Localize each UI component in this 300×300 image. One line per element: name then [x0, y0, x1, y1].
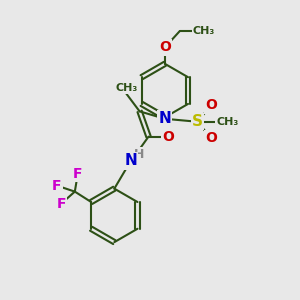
Text: N: N — [158, 111, 171, 126]
Text: N: N — [124, 154, 137, 169]
Text: O: O — [205, 98, 217, 112]
Text: CH₃: CH₃ — [115, 83, 137, 93]
Text: H: H — [134, 148, 144, 161]
Text: F: F — [57, 196, 66, 211]
Text: CH₃: CH₃ — [216, 117, 238, 127]
Text: F: F — [52, 179, 62, 193]
Text: CH₃: CH₃ — [193, 26, 215, 36]
Text: O: O — [162, 130, 174, 144]
Text: S: S — [192, 114, 203, 129]
Text: O: O — [159, 40, 171, 55]
Text: O: O — [205, 131, 217, 145]
Text: F: F — [73, 167, 82, 181]
